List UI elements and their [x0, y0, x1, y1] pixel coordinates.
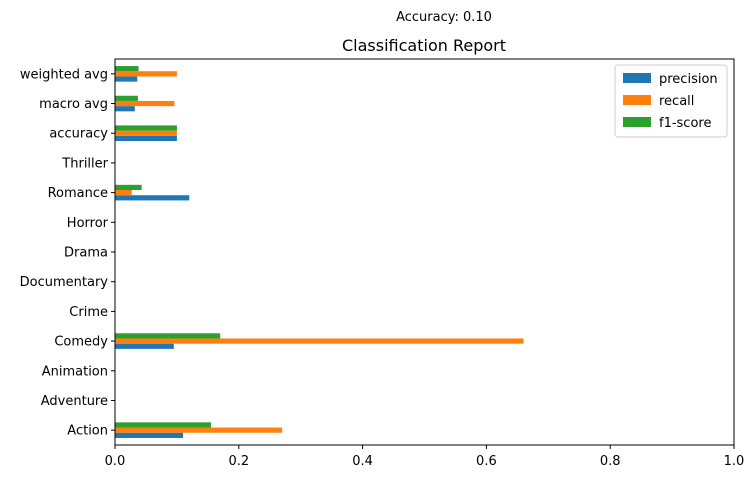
bar-recall-action: [115, 427, 283, 433]
legend-swatch-f1-score: [623, 117, 651, 127]
bar-recall-weighted-avg: [115, 71, 177, 77]
bars-group: [115, 66, 524, 438]
bar-f1-score-macro-avg: [115, 95, 138, 101]
bar-precision-comedy: [115, 343, 174, 349]
bar-recall-comedy: [115, 338, 524, 344]
chart-title: Classification Report: [342, 36, 506, 55]
bar-recall-accuracy: [115, 130, 177, 136]
y-tick-label: Adventure: [41, 394, 108, 409]
legend-label-precision: precision: [659, 72, 718, 87]
y-tick-label: macro avg: [39, 97, 108, 112]
bar-f1-score-romance: [115, 184, 142, 191]
legend-label-recall: recall: [659, 94, 694, 109]
legend: precision recall f1-score: [614, 64, 728, 138]
y-tick-label: Comedy: [54, 335, 108, 350]
bar-f1-score-action: [115, 422, 211, 428]
y-tick-label: Horror: [67, 216, 109, 231]
bar-f1-score-accuracy: [115, 125, 177, 131]
y-tick-label: accuracy: [49, 127, 108, 142]
bar-precision-action: [115, 432, 184, 438]
y-tick-label: weighted avg: [20, 67, 108, 82]
legend-swatch-precision: [623, 73, 651, 83]
bar-precision-romance: [115, 195, 190, 201]
y-tick-label: Drama: [64, 246, 108, 261]
bar-precision-weighted-avg: [115, 76, 138, 82]
bar-precision-accuracy: [115, 135, 177, 142]
y-tick-label: Romance: [48, 186, 108, 201]
x-tick-label: 0.8: [600, 454, 621, 469]
x-tick-label: 1.0: [724, 454, 745, 469]
x-axis: 0.0 0.2 0.4 0.6 0.8 1.0: [105, 445, 745, 469]
bar-recall-romance: [115, 190, 132, 196]
y-tick-label: Crime: [69, 305, 108, 320]
y-tick-label: Animation: [42, 364, 108, 379]
y-axis: Action Adventure Animation Comedy Crime Docum…: [20, 67, 115, 439]
accuracy-suptitle: Accuracy: 0.10: [396, 10, 492, 25]
bar-recall-macro-avg: [115, 100, 175, 107]
legend-swatch-recall: [623, 95, 651, 105]
legend-label-f1-score: f1-score: [659, 116, 711, 131]
y-tick-label: Action: [67, 424, 108, 439]
x-tick-label: 0.2: [228, 454, 249, 469]
x-tick-label: 0.6: [476, 454, 497, 469]
y-tick-label: Thriller: [61, 156, 108, 171]
bar-f1-score-weighted-avg: [115, 66, 139, 72]
x-tick-label: 0.4: [352, 454, 373, 469]
bar-f1-score-comedy: [115, 333, 221, 339]
y-tick-label: Documentary: [20, 275, 109, 290]
bar-precision-macro-avg: [115, 106, 135, 112]
x-tick-label: 0.0: [105, 454, 126, 469]
